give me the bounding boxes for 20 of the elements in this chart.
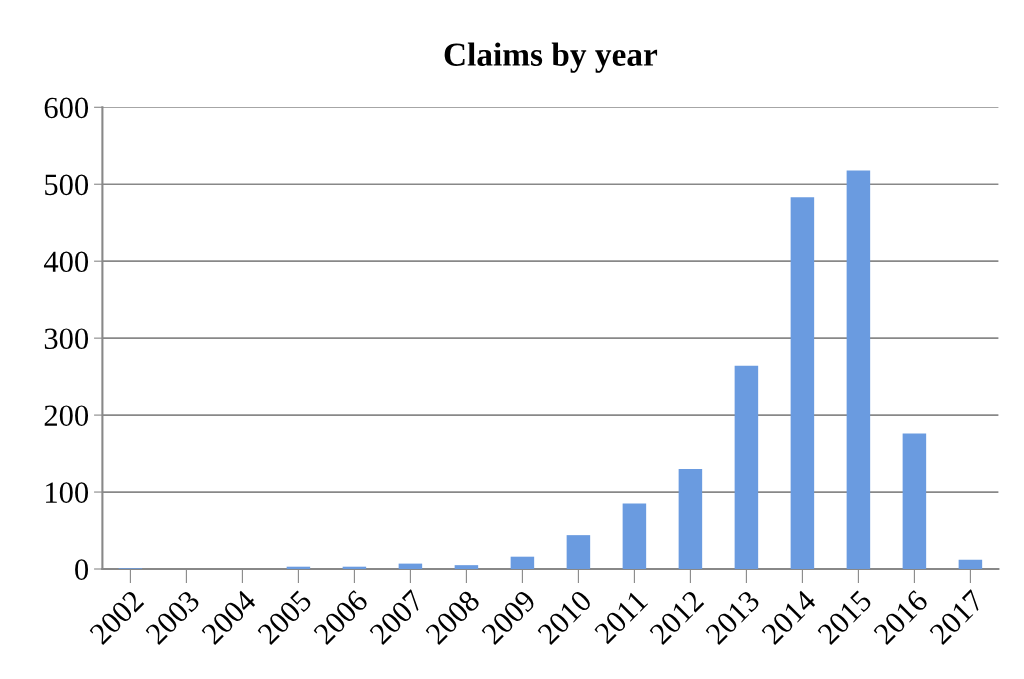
y-tick-label: 100	[46, 482, 89, 503]
y-tick-label: 0	[75, 559, 89, 580]
bar	[678, 468, 703, 569]
y-tick-label: 600	[44, 97, 89, 119]
y-tick-label: 400	[43, 251, 89, 273]
y-tick-label: 200	[44, 405, 89, 426]
bar	[902, 433, 927, 569]
bar	[398, 563, 423, 569]
bar	[510, 556, 535, 569]
y-tick-label: 300	[44, 328, 89, 350]
bar	[622, 503, 647, 569]
bar	[958, 559, 983, 569]
y-tick-label: 500	[45, 174, 89, 196]
bar	[846, 170, 871, 569]
bar	[454, 565, 479, 569]
x-tick-label: 2011	[593, 589, 649, 645]
bar	[734, 365, 759, 569]
bar	[566, 535, 591, 569]
chart-title: Claims by year	[444, 42, 658, 73]
bar	[790, 197, 815, 569]
